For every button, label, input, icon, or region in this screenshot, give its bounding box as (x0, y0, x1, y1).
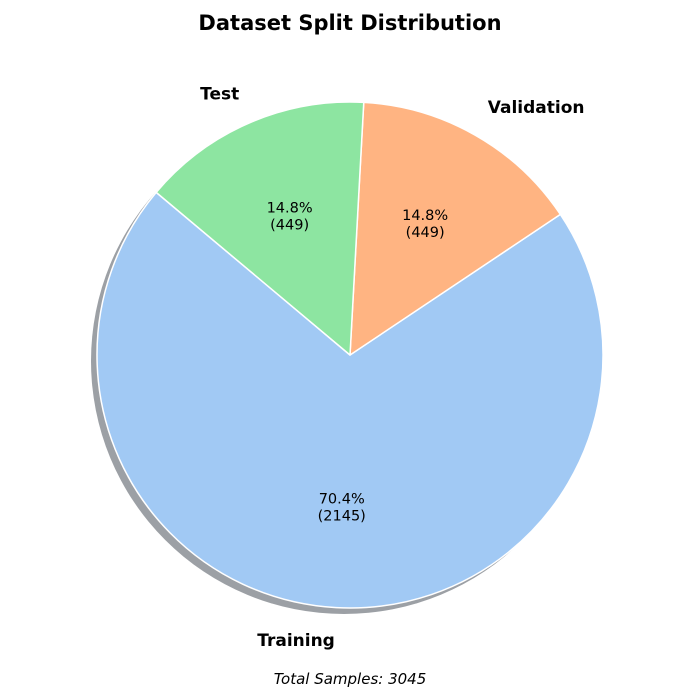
slice-label-test: Test (200, 85, 239, 105)
pie-slice-test (155, 101, 365, 356)
slice-label-validation: Validation (488, 98, 585, 118)
slice-count-test: (449) (270, 218, 309, 234)
total-samples-footer: Total Samples: 3045 (274, 670, 427, 688)
chart-title: Dataset Split Distribution (198, 11, 501, 35)
slice-percent-training: 70.4% (319, 492, 365, 508)
pie-slices (96, 101, 604, 609)
pie-labels: 70.4%(2145)Training14.8%(449)Validation1… (200, 85, 584, 651)
pie-slice-validation (349, 101, 562, 356)
slice-percent-test: 14.8% (267, 201, 313, 217)
slice-percent-validation: 14.8% (402, 208, 448, 224)
pie-slice-training (96, 191, 604, 609)
slice-count-training: (2145) (318, 509, 366, 525)
slice-count-validation: (449) (406, 225, 445, 241)
slice-label-training: Training (257, 631, 335, 651)
